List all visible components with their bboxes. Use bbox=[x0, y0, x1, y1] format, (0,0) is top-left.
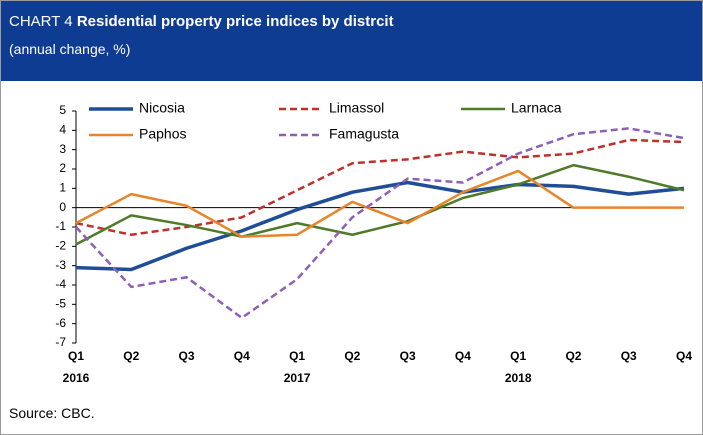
legend-label: Limassol bbox=[329, 100, 384, 116]
y-tick-label: -5 bbox=[55, 297, 66, 311]
legend-label: Paphos bbox=[139, 126, 186, 142]
x-tick-label: Q4 bbox=[676, 349, 692, 363]
series-line bbox=[75, 138, 685, 236]
x-tick-label: Q1 bbox=[289, 349, 305, 363]
year-label: 2018 bbox=[505, 371, 532, 385]
series-line bbox=[75, 169, 684, 238]
source: Source: CBC. bbox=[9, 405, 95, 421]
x-tick-label: Q3 bbox=[400, 349, 416, 363]
x-tick-label: Q1 bbox=[68, 349, 84, 363]
y-tick-label: 0 bbox=[59, 200, 66, 214]
year-label: 2016 bbox=[63, 371, 90, 385]
y-tick-label: -3 bbox=[55, 258, 66, 272]
y-tick-label: 3 bbox=[59, 142, 66, 156]
x-tick-label: Q2 bbox=[123, 349, 139, 363]
y-tick-label: -1 bbox=[55, 219, 66, 233]
y-tick-label: -7 bbox=[55, 335, 66, 349]
header: CHART 4 Residential property price indic… bbox=[1, 1, 702, 81]
legend-label: Nicosia bbox=[139, 100, 185, 116]
y-tick-label: 2 bbox=[59, 161, 66, 175]
y-tick-label: 5 bbox=[59, 103, 66, 117]
x-tick-label: Q3 bbox=[621, 349, 637, 363]
title-prefix: CHART 4 bbox=[9, 13, 73, 30]
x-tick-label: Q2 bbox=[565, 349, 581, 363]
chart: -7 -6 -5 -4 -3 -2 -1 0 1 2 3 4 5 Q1 Q2 Q3 Q4 Q1 Q2 Q3 Q4 Q1 Q2… bbox=[55, 100, 692, 385]
chart-title: Residential property price indices by di… bbox=[76, 13, 394, 30]
y-tick-label: 4 bbox=[59, 123, 66, 137]
y-tick-label: -4 bbox=[55, 277, 66, 291]
x-tick-label: Q3 bbox=[179, 349, 195, 363]
x-tick-label: Q4 bbox=[234, 349, 250, 363]
subtitle: (annual change, %) bbox=[9, 41, 131, 57]
year-label: 2017 bbox=[284, 371, 311, 385]
x-tick-label: Q4 bbox=[455, 349, 471, 363]
y-tick-label: -6 bbox=[55, 316, 66, 330]
series-line bbox=[75, 180, 685, 272]
legend-label: Larnaca bbox=[511, 100, 562, 116]
y-tick-label: -2 bbox=[55, 239, 66, 253]
series-line bbox=[75, 127, 685, 320]
y-tick-label: 1 bbox=[59, 181, 66, 195]
x-tick-label: Q1 bbox=[510, 349, 526, 363]
legend-label: Famagusta bbox=[329, 126, 399, 142]
series-line bbox=[75, 163, 685, 246]
title: CHART 4 Residential property price indic… bbox=[9, 13, 394, 30]
x-tick-label: Q2 bbox=[344, 349, 360, 363]
